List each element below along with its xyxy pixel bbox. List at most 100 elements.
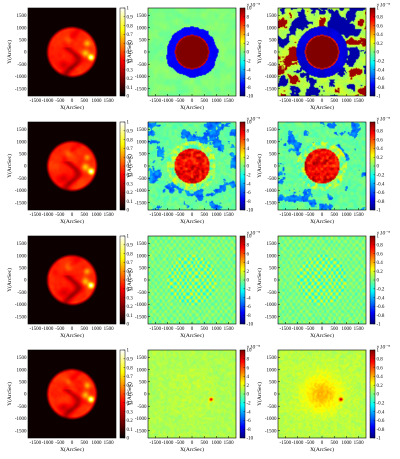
- x-tick-label: -1000: [42, 213, 54, 218]
- colorbar-tick-label: -0.6: [377, 419, 385, 424]
- colorbar-tick-label: 0.2: [127, 191, 134, 196]
- colorbar-tick-label: -2: [247, 288, 252, 293]
- x-tick-label: -1500: [149, 213, 161, 218]
- x-axis-label: X(ArcSec): [60, 218, 84, 225]
- y-tick-label: -1000: [15, 417, 27, 422]
- y-tick-label: -500: [17, 291, 27, 296]
- x-tick-label: 1500: [104, 327, 115, 332]
- colorbar-tick-label: -10: [247, 209, 254, 214]
- colorbar-tick-label: 0.1: [127, 428, 134, 433]
- x-tick-label: 500: [200, 99, 208, 104]
- y-tick-label: 500: [19, 380, 27, 385]
- colorbar-tick-label: 6: [247, 138, 250, 143]
- y-tick-label: 500: [139, 152, 147, 157]
- colorbar-tick-label: 0.3: [127, 410, 134, 415]
- colorbar-tick-label: 0.2: [127, 419, 134, 424]
- colorbar: 10 8 6 4 2 0 -2 -4 -6 -8 -10 ×10⁻³: [239, 345, 260, 442]
- colorbar-tick-label: 10: [247, 235, 253, 240]
- x-tick-label: 1000: [211, 441, 222, 446]
- x-tick-label: -1500: [279, 213, 291, 218]
- colorbar-tick-label: -0.4: [377, 182, 385, 187]
- colorbar-tick-label: 0.9: [127, 244, 134, 249]
- x-tick-label: -1500: [149, 99, 161, 104]
- y-tick-label: 0: [144, 51, 147, 56]
- y-axis-label: Y(ArcSec): [6, 382, 13, 406]
- y-tick-label: -1000: [15, 75, 27, 80]
- colorbar-tick-label: -6: [247, 305, 252, 310]
- x-tick-label: 1500: [104, 441, 115, 446]
- x-tick-label: -500: [175, 99, 185, 104]
- x-tick-label: -500: [175, 213, 185, 218]
- colorbar-tick-label: 2: [247, 384, 250, 389]
- y-axis-label: Y(ArcSec): [256, 40, 263, 64]
- colorbar-tick-label: 0.8: [127, 24, 134, 29]
- colorbar-tick-label: 2: [247, 270, 250, 275]
- y-tick-label: 0: [24, 165, 27, 170]
- colorbar-tick-label: 10: [247, 121, 253, 126]
- colorbar: 1 0.8 0.6 0.4 0.2 0 -0.2 -0.4 -0.6 -0.8 -1 ×10⁻³: [369, 231, 390, 328]
- x-axis-label: X(ArcSec): [310, 332, 334, 339]
- colorbar-gradient: [120, 8, 125, 96]
- colorbar-exponent: ×10⁻³: [376, 3, 390, 9]
- colorbar-tick-label: 0.8: [127, 252, 134, 257]
- y-tick-label: -500: [267, 405, 277, 410]
- x-tick-label: -500: [305, 99, 315, 104]
- colorbar-tick-label: 1: [377, 235, 380, 240]
- colorbar-tick-label: 10: [247, 7, 253, 12]
- x-tick-label: -1000: [292, 99, 304, 104]
- x-axis-label: X(ArcSec): [180, 104, 204, 111]
- y-tick-label: -500: [17, 405, 27, 410]
- colorbar-tick-label: 0: [377, 393, 380, 398]
- x-axis-label: X(ArcSec): [310, 104, 334, 111]
- colorbar-tick-label: 0: [377, 51, 380, 56]
- x-tick-label: 500: [200, 213, 208, 218]
- x-tick-label: -1500: [29, 441, 41, 446]
- colorbar-tick-label: 0: [377, 279, 380, 284]
- colorbar-exponent: ×10⁻³: [246, 117, 260, 123]
- colorbar-tick-label: -2: [247, 60, 252, 65]
- colorbar-exponent: ×10⁻³: [246, 231, 260, 237]
- y-tick-label: 0: [144, 165, 147, 170]
- colorbar-tick-label: 0.4: [377, 147, 384, 152]
- x-tick-label: 1000: [211, 327, 222, 332]
- y-tick-label: -1000: [135, 189, 147, 194]
- x-tick-label: -1000: [162, 327, 174, 332]
- colorbar-tick-label: 0.5: [127, 165, 134, 170]
- colorbar-tick-label: 6: [247, 366, 250, 371]
- y-tick-label: 500: [19, 266, 27, 271]
- x-tick-label: -1500: [29, 213, 41, 218]
- x-tick-label: 0: [71, 99, 74, 104]
- colorbar-tick-label: -10: [247, 437, 254, 442]
- y-axis-label: Y(ArcSec): [6, 268, 13, 292]
- x-tick-label: 1000: [341, 327, 352, 332]
- y-axis-label: Y(ArcSec): [126, 154, 133, 178]
- colorbar-tick-label: 0.7: [127, 33, 134, 38]
- panel-r2-c3: -1500 -1000 -500 0 500 1000 1500150010005000-5…: [256, 117, 390, 226]
- colorbar-tick-label: -0.8: [377, 314, 385, 319]
- colorbar-tick-label: -10: [247, 95, 254, 100]
- y-tick-label: -500: [17, 63, 27, 68]
- colorbar-exponent: ×10⁻³: [376, 117, 390, 123]
- colorbar-tick-label: 0.2: [377, 42, 384, 47]
- x-tick-label: 1500: [104, 99, 115, 104]
- x-tick-label: 500: [200, 327, 208, 332]
- y-tick-label: -1500: [265, 429, 277, 434]
- y-tick-label: -1500: [265, 201, 277, 206]
- colorbar-tick-label: 1: [127, 121, 130, 126]
- panel-r4-c2: -1500 -1000 -500 0 500 1000 1500150010005000-5…: [126, 345, 260, 454]
- x-tick-label: -500: [55, 327, 65, 332]
- x-tick-label: -500: [55, 99, 65, 104]
- colorbar-tick-label: 0: [377, 165, 380, 170]
- x-tick-label: 1000: [341, 213, 352, 218]
- colorbar-tick-label: -10: [247, 323, 254, 328]
- colorbar-tick-label: 8: [247, 244, 250, 249]
- x-tick-label: -500: [175, 327, 185, 332]
- y-tick-label: 1000: [17, 368, 28, 373]
- colorbar-tick-label: -1: [377, 323, 382, 328]
- colorbar-gradient: [370, 122, 375, 210]
- x-tick-label: 500: [330, 441, 338, 446]
- heatmap-image: [278, 8, 366, 96]
- colorbar-tick-label: 1: [127, 349, 130, 354]
- colorbar-tick-label: -0.6: [377, 191, 385, 196]
- y-tick-label: -1000: [15, 303, 27, 308]
